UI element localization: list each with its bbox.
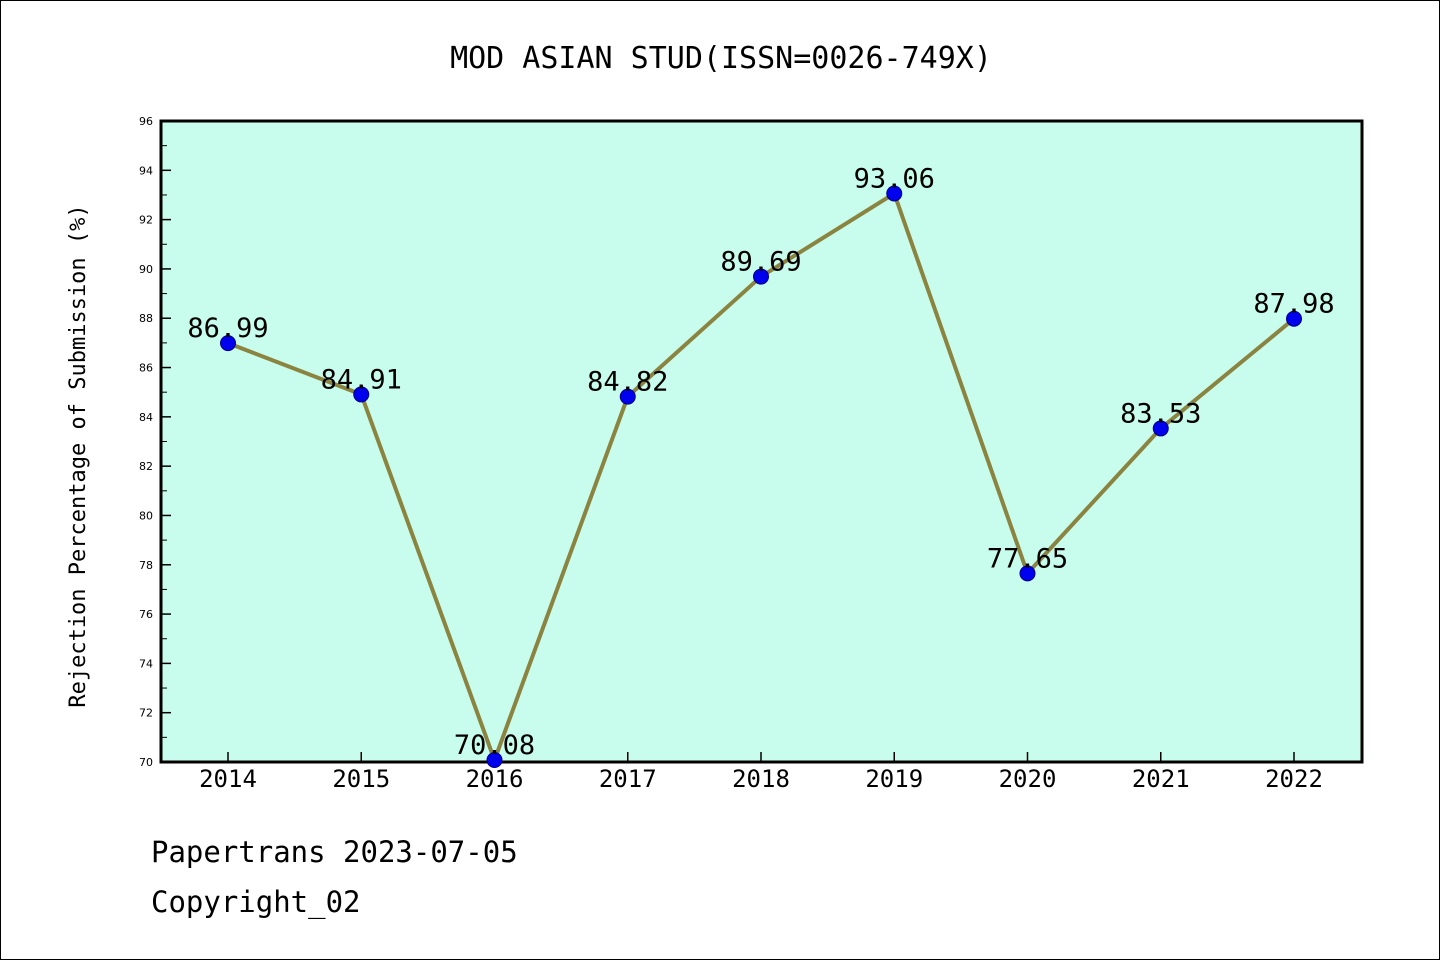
x-tick-label: 2022 [1265, 765, 1323, 793]
y-tick-label: 82 [139, 460, 153, 473]
y-tick-label: 84 [139, 411, 153, 424]
plot-area [159, 119, 1364, 764]
x-tick-label: 2017 [599, 765, 657, 793]
y-tick-label: 70 [139, 756, 153, 769]
data-point [753, 268, 769, 285]
data-point [1152, 420, 1169, 437]
y-axis-label: Rejection Percentage of Submission (%) [66, 204, 91, 707]
data-label: 84.82 [587, 367, 668, 398]
y-tick-label: 74 [139, 657, 153, 670]
x-tick-label: 2015 [332, 765, 390, 793]
data-point [486, 752, 503, 769]
data-label: 70.08 [454, 730, 535, 761]
y-tick-label: 78 [139, 559, 153, 572]
data-labels: 86.99 84.91 70.08 84.82 89.69 93.06 77.65 83.53… [187, 163, 1334, 761]
x-tick-label: 2021 [1132, 765, 1190, 793]
data-label: 93.06 [854, 163, 935, 194]
y-tick-label: 94 [139, 164, 153, 177]
data-point [1019, 565, 1036, 582]
data-label: 86.99 [187, 313, 268, 344]
chart-title: MOD ASIAN STUD(ISSN=0026-749X) [450, 41, 992, 76]
y-axis-ticks: 70 72 74 76 78 80 82 84 86 88 90 92 94 96 [139, 115, 171, 769]
data-label: 87.98 [1253, 289, 1334, 320]
y-tick-label: 86 [139, 362, 153, 375]
y-tick-label: 90 [139, 263, 153, 276]
data-markers [220, 185, 1302, 769]
data-label: 77.65 [987, 543, 1068, 574]
data-point [220, 335, 236, 352]
x-tick-label: 2019 [865, 765, 923, 793]
y-tick-label: 96 [139, 115, 153, 128]
footer-date-text: Papertrans 2023-07-05 [151, 835, 518, 869]
data-point [1286, 310, 1302, 327]
data-point [353, 386, 370, 403]
data-label: 83.53 [1120, 398, 1201, 429]
x-tick-label: 2020 [999, 765, 1057, 793]
y-tick-label: 80 [139, 509, 153, 522]
x-tick-label: 2014 [199, 765, 257, 793]
data-point [886, 185, 903, 202]
x-axis-ticks: 2014 2015 2016 2017 2018 2019 2020 2021 2022 [199, 752, 1323, 793]
data-point [619, 388, 636, 405]
y-tick-label: 76 [139, 608, 153, 621]
y-tick-label: 88 [139, 312, 153, 325]
y-tick-label: 72 [139, 707, 153, 720]
data-label: 89.69 [720, 247, 801, 278]
x-tick-label: 2018 [732, 765, 790, 793]
data-label: 84.91 [321, 364, 402, 395]
footer-copyright-text: Copyright_02 [151, 885, 361, 919]
x-tick-label: 2016 [466, 765, 524, 793]
y-tick-label: 92 [139, 214, 153, 227]
